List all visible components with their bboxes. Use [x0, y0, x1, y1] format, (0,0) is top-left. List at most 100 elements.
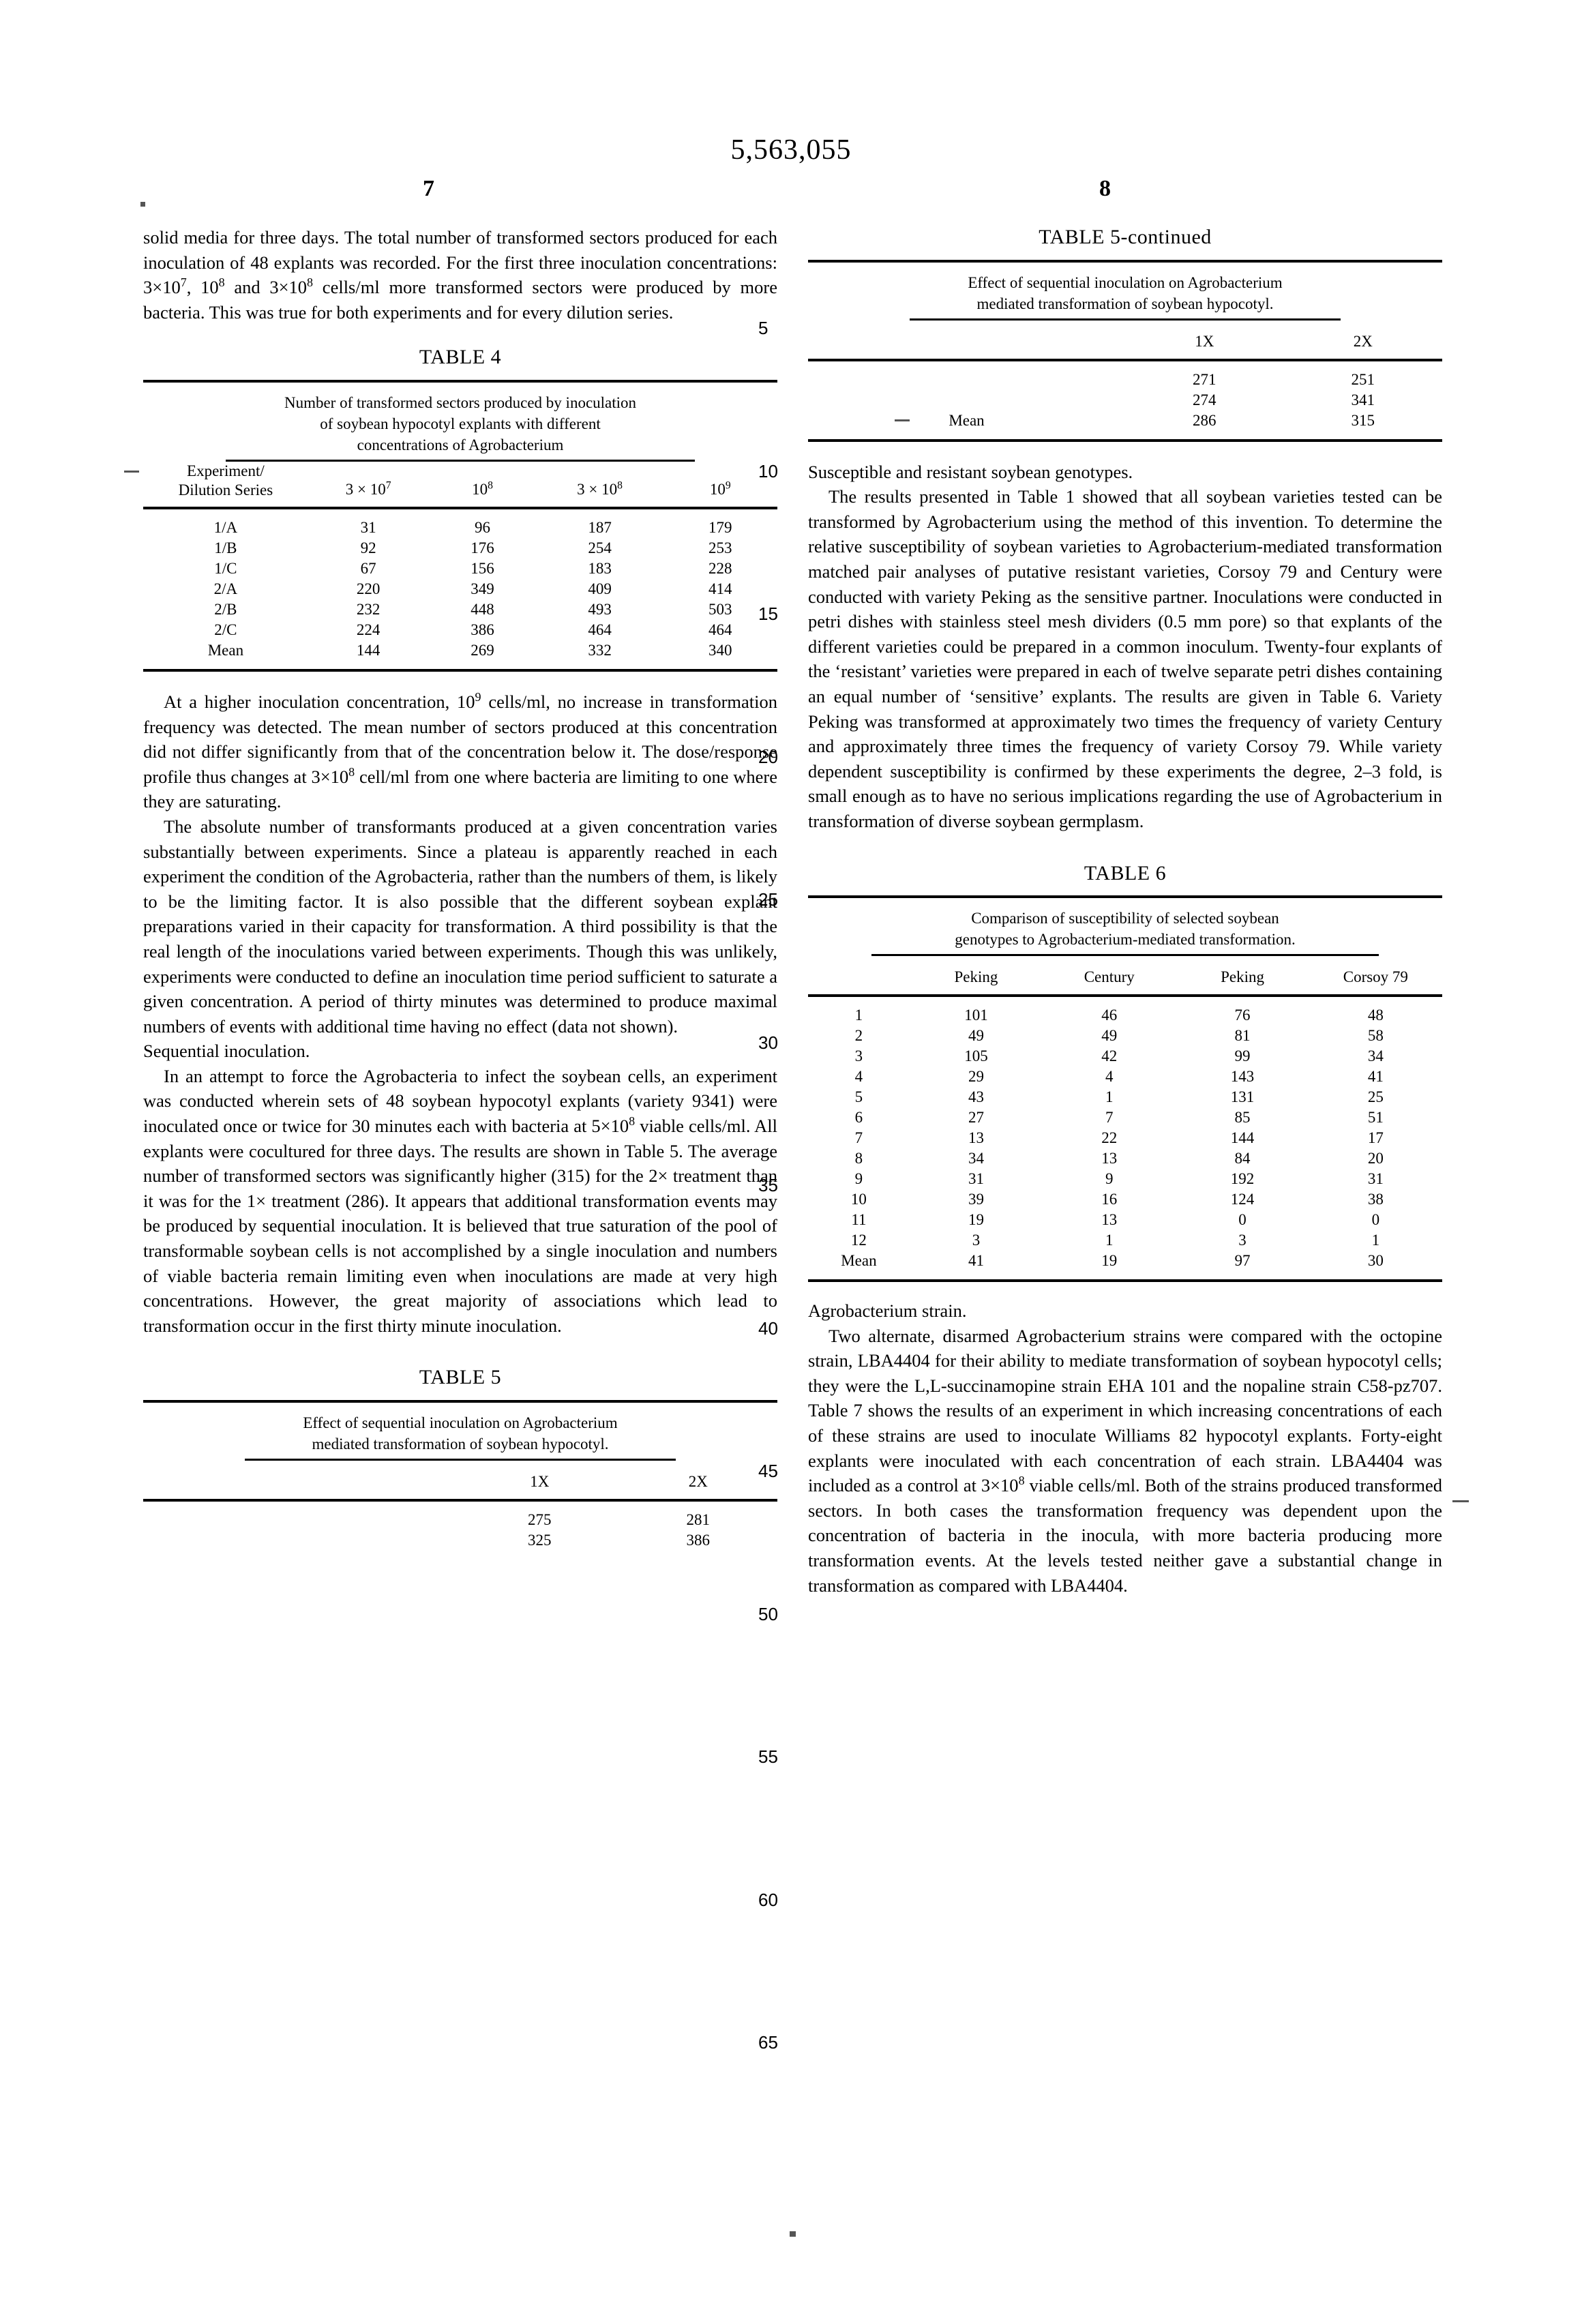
caption-line: Effect of sequential inoculation on Agro… [835, 272, 1415, 293]
table-cell: 349 [428, 579, 536, 599]
line-number: 5 [758, 318, 806, 339]
table-5-title: TABLE 5 [143, 1365, 777, 1390]
table-6-title: TABLE 6 [808, 861, 1442, 887]
table-cell: 1 [1309, 1230, 1442, 1251]
table-cell: 76 [1176, 997, 1309, 1026]
table-rule-caption [245, 1459, 676, 1461]
table-cell: 17 [1309, 1128, 1442, 1148]
table-rule-bottom [808, 1279, 1442, 1282]
table-cell: 3 [1176, 1230, 1309, 1251]
table-cell: 325 [460, 1530, 619, 1551]
table-row: 931919231 [808, 1169, 1442, 1189]
column-header-label: 2X [689, 1473, 708, 1490]
section-heading-strain: Agrobacterium strain. [808, 1298, 1442, 1324]
table-cell: 97 [1176, 1251, 1309, 1271]
table-cell: 144 [308, 640, 429, 661]
row-label: 1/A [143, 509, 308, 538]
table-cell: 464 [537, 620, 663, 640]
line-number: 15 [758, 604, 806, 625]
table-cell: 27 [910, 1107, 1043, 1128]
table-cell: 84 [1176, 1148, 1309, 1169]
column-header: 2X [1284, 321, 1443, 359]
table-row: 249498158 [808, 1026, 1442, 1046]
table-row: 543113125 [808, 1087, 1442, 1107]
column-header: 2X [619, 1461, 778, 1499]
table-4-body: 1/A31961871791/B921762542531/C6715618322… [143, 509, 777, 661]
table-header-row: Experiment/ Dilution Series 3 × 107 108 … [143, 462, 777, 507]
caption-line: Comparison of susceptibility of selected… [835, 908, 1415, 929]
caption-line: Number of transformed sectors produced b… [170, 392, 750, 413]
table-row: 3105429934 [808, 1046, 1442, 1067]
table-row: 2/A220349409414 [143, 579, 777, 599]
caption-line: genotypes to Agrobacterium-mediated tran… [835, 929, 1415, 950]
line-number: 25 [758, 889, 806, 910]
scan-speck [140, 202, 145, 207]
table-cell: 42 [1043, 1046, 1176, 1067]
line-number: 45 [758, 1461, 806, 1482]
column-header-label: Century [1084, 968, 1135, 985]
table-cell: 144 [1176, 1128, 1309, 1148]
table-cell: 13 [1043, 1148, 1176, 1169]
line-number: 60 [758, 1890, 806, 1911]
table-cell: 7 [1043, 1107, 1176, 1128]
table-cell: 271 [1125, 361, 1284, 390]
table-cell: 156 [428, 558, 536, 579]
line-number-gutter: 5101520253035404550556065 [758, 0, 806, 2324]
table-cell: 315 [1284, 411, 1443, 431]
table-cell: 1 [1043, 1087, 1176, 1107]
table-4-row-header: Experiment/ Dilution Series [143, 462, 308, 507]
paragraph: Two alternate, disarmed Agrobacterium st… [808, 1324, 1442, 1598]
table-cell: 29 [910, 1067, 1043, 1087]
table-cell: 176 [428, 538, 536, 558]
line-number: 50 [758, 1604, 806, 1625]
column-header-label: Corsoy 79 [1343, 968, 1408, 985]
table-4-caption: Number of transformed sectors produced b… [143, 383, 777, 460]
table-cell: 192 [1176, 1169, 1309, 1189]
row-label: 3 [808, 1046, 910, 1067]
table-rule-bottom [143, 669, 777, 672]
row-label: 7 [808, 1128, 910, 1148]
line-number: 30 [758, 1032, 806, 1054]
table-row: 274341 [808, 390, 1442, 411]
table-cell: 30 [1309, 1251, 1442, 1271]
row-header-line: Dilution Series [143, 481, 308, 500]
scan-speck [124, 471, 139, 473]
column-header-label: Peking [955, 968, 998, 985]
row-label: 2/A [143, 579, 308, 599]
row-label [808, 390, 1125, 411]
table-cell: 43 [910, 1087, 1043, 1107]
table-cell: 31 [910, 1169, 1043, 1189]
table-5-continued-grid: 1X 2X [808, 321, 1442, 359]
column-header-label: 1X [1195, 333, 1214, 350]
table-cell: 16 [1043, 1189, 1176, 1210]
table-cell: 81 [1176, 1026, 1309, 1046]
column-header: 1X [1125, 321, 1284, 359]
table-header-row: 1X 2X [808, 321, 1442, 359]
table-4-grid: Experiment/ Dilution Series 3 × 107 108 … [143, 462, 777, 507]
row-label: Mean [808, 1251, 910, 1271]
table-5: TABLE 5 Effect of sequential inoculation… [143, 1365, 777, 1551]
row-label: 8 [808, 1148, 910, 1169]
row-header-line: Experiment/ [143, 462, 308, 481]
table-cell: 31 [308, 509, 429, 538]
table-cell: 254 [537, 538, 663, 558]
table-cell: 49 [910, 1026, 1043, 1046]
table-cell: 386 [428, 620, 536, 640]
table-cell: 493 [537, 599, 663, 620]
table-row: 325386 [143, 1530, 777, 1551]
table-cell: 3 [910, 1230, 1043, 1251]
table-cell: 232 [308, 599, 429, 620]
row-label: Mean [143, 640, 308, 661]
table-cell: 20 [1309, 1148, 1442, 1169]
table-cell: 96 [428, 509, 536, 538]
table-cell: 275 [460, 1502, 619, 1530]
table-5-continued-caption: Effect of sequential inoculation on Agro… [808, 263, 1442, 318]
table-row: 2/C224386464464 [143, 620, 777, 640]
table-cell: 85 [1176, 1107, 1309, 1128]
row-label: 1 [808, 997, 910, 1026]
row-label [808, 361, 1125, 390]
column-header-label: 3 × 107 [346, 481, 391, 498]
column-header-label: 109 [710, 481, 731, 498]
page-number-right: 8 [1099, 176, 1111, 202]
caption-rule-wrap [808, 954, 1442, 956]
